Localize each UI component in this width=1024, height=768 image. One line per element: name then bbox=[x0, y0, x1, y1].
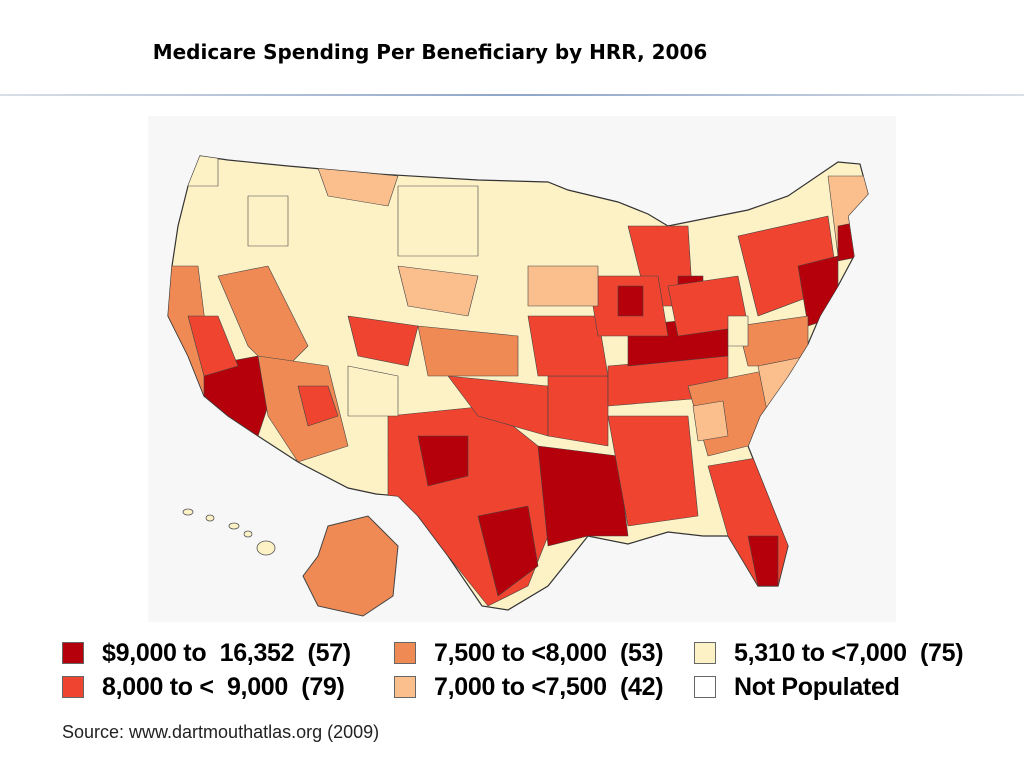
legend-swatch bbox=[694, 676, 716, 698]
legend-item-not-populated: Not Populated bbox=[694, 672, 900, 702]
us-hrr-choropleth-map bbox=[167, 155, 869, 617]
region-iowa bbox=[527, 265, 599, 307]
region-dakotas bbox=[397, 185, 479, 257]
legend-label: 5,310 to <7,000 (75) bbox=[734, 638, 964, 667]
region-washington-west bbox=[187, 156, 219, 187]
legend: $9,000 to 16,352 (57) 8,000 to < 9,000 (… bbox=[60, 636, 990, 708]
region-chicago bbox=[617, 285, 644, 317]
region-colorado-east bbox=[347, 315, 419, 367]
region-nebraska bbox=[397, 265, 479, 317]
region-texas-west bbox=[417, 435, 469, 487]
slide-title: Medicare Spending Per Beneficiary by HRR… bbox=[152, 40, 708, 64]
legend-item-highest: $9,000 to 16,352 (57) bbox=[62, 638, 351, 668]
region-houston bbox=[477, 505, 539, 597]
legend-swatch bbox=[694, 642, 716, 664]
title-divider bbox=[0, 94, 1024, 96]
legend-swatch bbox=[394, 642, 416, 664]
region-south-florida bbox=[747, 535, 779, 587]
hawaii-islands bbox=[182, 508, 276, 556]
region-boston bbox=[837, 220, 864, 262]
region-atlanta bbox=[692, 400, 729, 442]
legend-swatch bbox=[394, 676, 416, 698]
region-new-mexico-north bbox=[347, 365, 399, 417]
legend-swatch bbox=[62, 642, 84, 664]
legend-label: Not Populated bbox=[734, 672, 900, 701]
region-west-virginia bbox=[727, 315, 749, 347]
legend-label: 7,000 to <7,500 (42) bbox=[434, 672, 664, 701]
region-arizona-south bbox=[257, 355, 349, 463]
region-louisiana bbox=[537, 445, 629, 547]
region-california-central bbox=[187, 315, 239, 377]
region-arkansas bbox=[547, 375, 609, 447]
alaska-region bbox=[302, 515, 399, 617]
region-idaho bbox=[247, 195, 289, 247]
legend-item-low-mid: 7,000 to <7,500 (42) bbox=[394, 672, 664, 702]
legend-item-high: 8,000 to < 9,000 (79) bbox=[62, 672, 345, 702]
legend-swatch bbox=[62, 676, 84, 698]
legend-item-mid: 7,500 to <8,000 (53) bbox=[394, 638, 664, 668]
region-mississippi-alabama bbox=[607, 415, 699, 527]
source-citation: Source: www.dartmouthatlas.org (2009) bbox=[62, 722, 380, 742]
legend-label: $9,000 to 16,352 (57) bbox=[102, 638, 351, 667]
legend-label: 7,500 to <8,000 (53) bbox=[434, 638, 664, 667]
legend-item-lowest: 5,310 to <7,000 (75) bbox=[694, 638, 964, 668]
legend-label: 8,000 to < 9,000 (79) bbox=[102, 672, 345, 701]
region-kansas bbox=[417, 325, 519, 377]
region-arizona-phoenix bbox=[297, 385, 339, 427]
